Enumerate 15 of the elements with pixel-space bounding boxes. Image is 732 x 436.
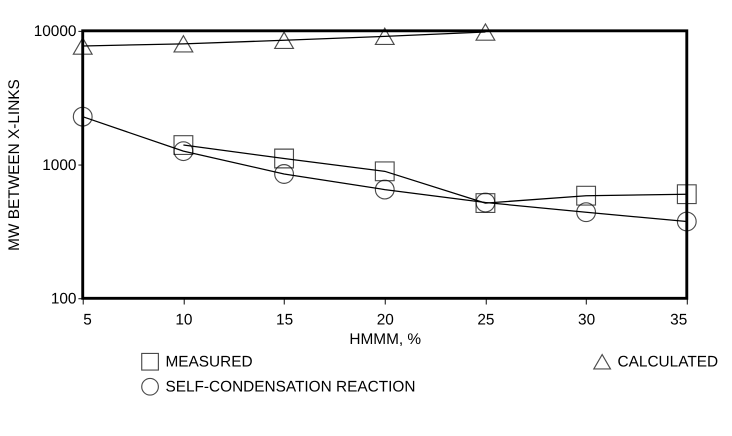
x-tick-label: 30 (578, 312, 596, 329)
y-tick-label: 10000 (34, 23, 76, 40)
x-tick-label: 5 (83, 312, 92, 329)
x-tick-label: 15 (276, 312, 294, 329)
legend-label: SELF-CONDENSATION REACTION (165, 378, 416, 396)
y-tick-label: 1000 (42, 156, 76, 174)
y-axis-title: MW BETWEEN X-LINKS (6, 79, 24, 251)
x-axis-title: HMMM, % (349, 330, 422, 348)
x-tick-label: 10 (175, 312, 192, 329)
legend-label: CALCULATED (618, 354, 718, 371)
x-tick-label: 35 (670, 312, 688, 329)
x-tick-label: 25 (477, 312, 494, 329)
legend-label: MEASURED (165, 354, 253, 371)
x-tick-label: 20 (376, 312, 394, 329)
y-tick-label: 100 (50, 290, 76, 308)
